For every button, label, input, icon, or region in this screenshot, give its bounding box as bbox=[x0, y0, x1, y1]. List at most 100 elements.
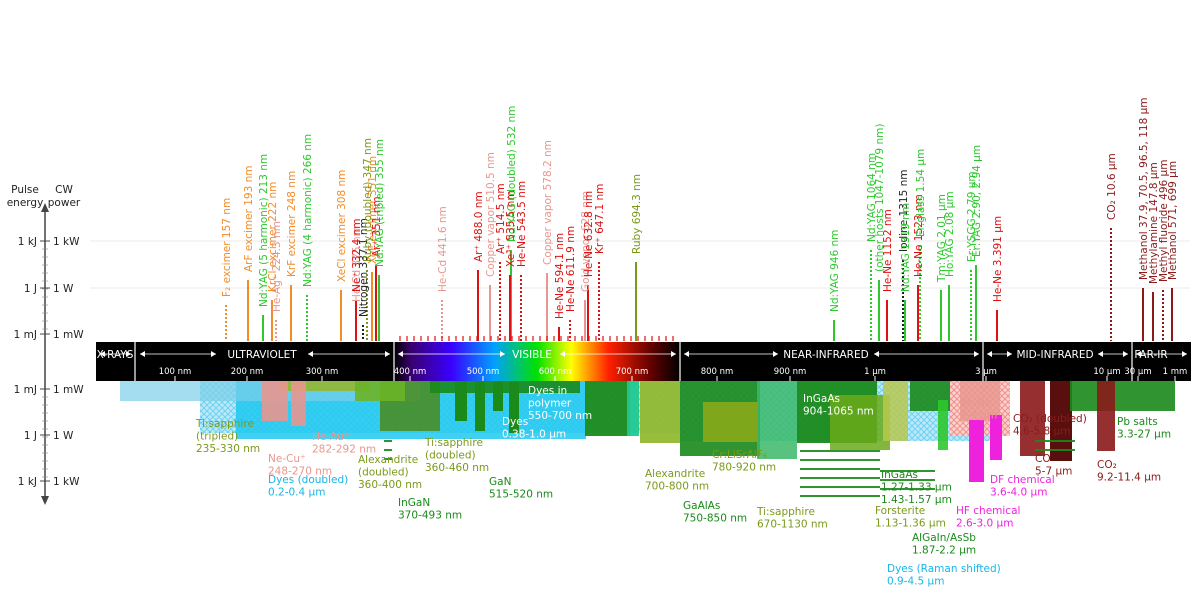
tunable-label-ti-sapphire: Ti:sapphire 670-1130 nm bbox=[756, 506, 828, 531]
laser-label-nd-yag-1064-nm: Nd:YAG 1064 nm bbox=[866, 153, 878, 242]
band-label-near-infrared: NEAR-INFRARED bbox=[783, 349, 868, 361]
laser-label-ar-488-0-nm: Ar⁺ 488.0 nm bbox=[473, 191, 485, 262]
laser-label-ruby-694-3-nm: Ruby 694.3 nm bbox=[631, 174, 643, 254]
tunable-label-alexandrite: Alexandrite 700-800 nm bbox=[645, 468, 709, 493]
scale-tick-label: 900 nm bbox=[774, 367, 807, 377]
band-label-ultraviolet: ULTRAVIOLET bbox=[227, 349, 297, 361]
laser-label-ruby-doubled-347-nm: Ruby (doubled) 347 nm bbox=[362, 138, 374, 262]
diode-stripe bbox=[800, 468, 880, 470]
laser-label-methylamine-147-8-m: Methylamine 147.8 µm bbox=[1148, 162, 1160, 284]
tunable-label-dyes-raman-shifted: Dyes (Raman shifted) 0.9-4.5 µm bbox=[887, 563, 1001, 588]
cw-tick-label: 1 mW bbox=[53, 329, 84, 341]
scale-tick-label: 700 nm bbox=[616, 367, 649, 377]
tunable-range-block bbox=[280, 381, 370, 391]
tunable-range-block bbox=[475, 381, 485, 431]
diode-stripe bbox=[880, 488, 935, 490]
tunable-label-xe-he: Xe-He 2-4 µm bbox=[960, 397, 997, 422]
tunable-label-algain-assb: AlGaIn/AsSb 1.87-2.2 µm bbox=[912, 532, 976, 557]
scale-tick-label: 30 µm bbox=[1124, 367, 1151, 377]
tunable-label-ingaalp: InGaAlP 630-685 nm bbox=[587, 442, 651, 467]
laser-label-he-ne-632-8-nm: He-Ne 632.8 nm bbox=[583, 191, 595, 277]
laser-label-arf-excimer-193-nm: ArF excimer 193 nm bbox=[243, 166, 255, 272]
tunable-range-block bbox=[703, 402, 758, 442]
laser-label-kr-647-1-nm: Kr⁺ 647.1 nm bbox=[594, 184, 606, 254]
pulse-tick-label: 1 J bbox=[24, 283, 37, 295]
laser-label-he-cd-325-nm: He-Cd 325 nm bbox=[351, 226, 363, 302]
pulse-tick-label: 1 J bbox=[24, 430, 37, 442]
laser-label-ar-351-nm: Ar⁺ 351 nm bbox=[371, 196, 383, 257]
laser-label-tm-yag-2-01-m: Tm:YAG 2.01 µm bbox=[936, 194, 948, 283]
pulse-tick-label: 1 mJ bbox=[14, 384, 37, 396]
tunable-range-block bbox=[960, 381, 1000, 421]
laser-label-methanol-37-9-70-5-96-5-118-m: Methanol 37.9, 70.5, 96.5, 118 µm bbox=[1138, 97, 1150, 280]
pulse-tick-label: 1 kJ bbox=[18, 476, 37, 488]
tunable-range-block bbox=[627, 381, 639, 436]
laser-label-xef-excimer-351-nm: XeF excimer 351 nm bbox=[367, 156, 379, 264]
laser-label-he-ne-3-391-m: He-Ne 3.391 µm bbox=[992, 216, 1004, 302]
diode-stripe bbox=[800, 459, 880, 461]
laser-label-nd-yag-doubled-532-nm: Nd:YAG (doubled) 532 nm bbox=[506, 106, 518, 242]
band-label-x-rays: X-RAYS bbox=[97, 349, 134, 361]
laser-label-copper-vapor-510-5-nm: Copper vapor 510.5 nm bbox=[485, 152, 497, 277]
tunable-label-he-au: He-Au⁺ 282-292 nm bbox=[312, 431, 376, 456]
laser-label-nitrogen-337-1-nm: Nitrogen 337.1 nm bbox=[358, 218, 370, 317]
cw-tick-label: 1 kW bbox=[53, 476, 80, 488]
tunable-label-ingaas: InGaAs 904-1065 nm bbox=[803, 393, 874, 418]
band-dividers bbox=[134, 342, 1133, 381]
diode-stripe bbox=[384, 440, 392, 442]
diode-stripe bbox=[1035, 440, 1075, 442]
tunable-label-df-chemical: DF chemical 3.6-4.0 µm bbox=[990, 474, 1055, 499]
laser-label-he-ag-224-3-nm: He-Ag⁺ 224.3 nm bbox=[271, 221, 283, 312]
laser-label-ar-514-5-nm: Ar⁺ 514.5 nm bbox=[495, 183, 507, 254]
tunable-label-alexandrite: Alexandrite (doubled) 360-400 nm bbox=[358, 454, 422, 491]
diode-stripe bbox=[800, 495, 880, 497]
laser-label-he-cd-441-6-nm: He-Cd 441.6 nm bbox=[437, 206, 449, 292]
laser-label-gold-vapor-628-nm: Gold vapor 628 nm bbox=[580, 191, 592, 292]
laser-label-nd-yag-4-harmonic-266-nm: Nd:YAG (4 harmonic) 266 nm bbox=[302, 134, 314, 287]
tunable-label-dyes-in: Dyes in polymer 550-700 nm bbox=[528, 385, 592, 422]
laser-label-methanol-571-699-m: Methanol 571, 699 µm bbox=[1167, 161, 1179, 280]
laser-line-labels: F₂ excimer 157 nm ArF excimer 193 nm Nd:YA… bbox=[221, 97, 1179, 319]
laser-label-he-ne-1523-nm: He-Ne 1523 nm bbox=[913, 194, 925, 277]
laser-label-ho-yag-2-08-m: Ho:YAG 2.08 µm bbox=[944, 191, 956, 277]
laser-label-krcl-excimer-222-nm: KrCl excimer 222 nm bbox=[267, 182, 279, 292]
tunable-label-co: CO 5-7 µm bbox=[1035, 453, 1072, 478]
tunable-range-block bbox=[969, 420, 984, 482]
scale-tick-label: 200 nm bbox=[231, 367, 264, 377]
tunable-label-dyes: Dyes 0.38-1.0 µm bbox=[502, 416, 566, 441]
tunable-range-block bbox=[1020, 381, 1045, 456]
band-labels: X-RAYS ULTRAVIOLET VISIBLE NEAR-INFRARED MID… bbox=[97, 349, 1187, 361]
scale-tick-label: 100 nm bbox=[159, 367, 192, 377]
laser-label-he-ne-594-1-nm: He-Ne 594.1 nm bbox=[554, 233, 566, 319]
diode-stripe bbox=[800, 450, 880, 452]
scale-tick-label: 800 nm bbox=[701, 367, 734, 377]
diode-stripe bbox=[880, 470, 935, 472]
laser-label-er-ysgg-2-79-m: Er:YSGG 2.79 µm bbox=[966, 171, 978, 262]
tunable-range-block bbox=[1070, 381, 1175, 411]
tunable-range-block bbox=[938, 400, 948, 450]
laser-label-krf-excimer-248-nm: KrF excimer 248 nm bbox=[286, 171, 298, 277]
laser-label-f-excimer-157-nm: F₂ excimer 157 nm bbox=[221, 198, 233, 297]
lower-scale: 1 mJ 1 mW 1 J 1 W 1 kJ 1 kW bbox=[14, 384, 85, 488]
band-label-visible: VISIBLE bbox=[512, 349, 552, 361]
tunable-range-block bbox=[990, 415, 1002, 460]
tunable-label-cr-lisralf: Cr:LiSrAlF₆ 780-920 nm bbox=[712, 449, 776, 474]
tunable-label-gaalas: GaAlAs 750-850 nm bbox=[683, 500, 747, 525]
cw-power-label: CW power bbox=[48, 184, 81, 209]
tunable-range-block bbox=[430, 381, 580, 393]
diode-stripe bbox=[384, 458, 392, 460]
tunable-label-gan: GaN 515-520 nm bbox=[489, 476, 553, 501]
laser-lines bbox=[225, 228, 1173, 341]
laser-label-he-ne-611-9-nm: He-Ne 611.9 nm bbox=[565, 226, 577, 312]
scale-tick-label: 400 nm bbox=[394, 367, 427, 377]
diode-stripe bbox=[384, 449, 392, 451]
laser-label-co-10-6-m: CO₂ 10.6 µm bbox=[1106, 153, 1118, 220]
cw-tick-label: 1 W bbox=[53, 430, 74, 442]
laser-label-nd-yag-946-nm: Nd:YAG 946 nm bbox=[829, 230, 841, 312]
upper-scale: 1 kJ 1 kW 1 J 1 W 1 mJ 1 mW bbox=[14, 236, 85, 341]
laser-label-other-hosts-1047-1079-nm: (other hosts 1047-1079 nm) bbox=[874, 124, 886, 272]
laser-label-ne-332-4-nm: Ne⁺ 332.4 nm bbox=[351, 219, 363, 292]
tunable-range-block bbox=[1097, 381, 1115, 451]
